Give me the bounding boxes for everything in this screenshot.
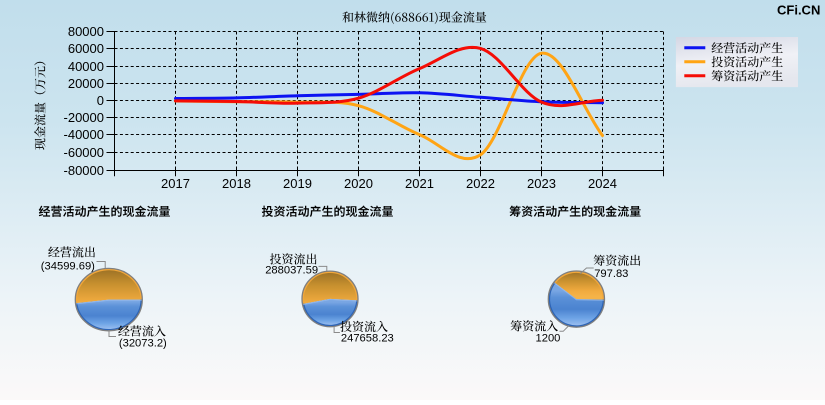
svg-text:1200: 1200 — [536, 333, 561, 345]
svg-text:2019: 2019 — [283, 176, 312, 191]
svg-text:(32073.2): (32073.2) — [119, 338, 167, 350]
svg-text:20000: 20000 — [68, 76, 104, 91]
svg-text:60000: 60000 — [68, 41, 104, 56]
svg-text:797.83: 797.83 — [594, 268, 628, 280]
svg-text:2022: 2022 — [466, 176, 495, 191]
svg-text:2020: 2020 — [344, 176, 373, 191]
svg-text:2021: 2021 — [405, 176, 434, 191]
svg-text:80000: 80000 — [68, 24, 104, 39]
svg-text:40000: 40000 — [68, 59, 104, 74]
svg-text:-20000: -20000 — [64, 110, 104, 125]
svg-text:-60000: -60000 — [64, 145, 104, 160]
svg-text:247658.23: 247658.23 — [341, 333, 394, 345]
svg-text:-80000: -80000 — [64, 163, 104, 178]
svg-text:CFi.CN: CFi.CN — [777, 3, 820, 18]
svg-text:2024: 2024 — [588, 176, 617, 191]
svg-text:2018: 2018 — [222, 176, 251, 191]
svg-text:-40000: -40000 — [64, 127, 104, 142]
svg-text:(34599.69): (34599.69) — [41, 260, 95, 272]
svg-text:2023: 2023 — [527, 176, 556, 191]
svg-text:2017: 2017 — [161, 176, 190, 191]
svg-text:288037.59: 288037.59 — [265, 265, 318, 277]
svg-text:0: 0 — [97, 93, 104, 108]
